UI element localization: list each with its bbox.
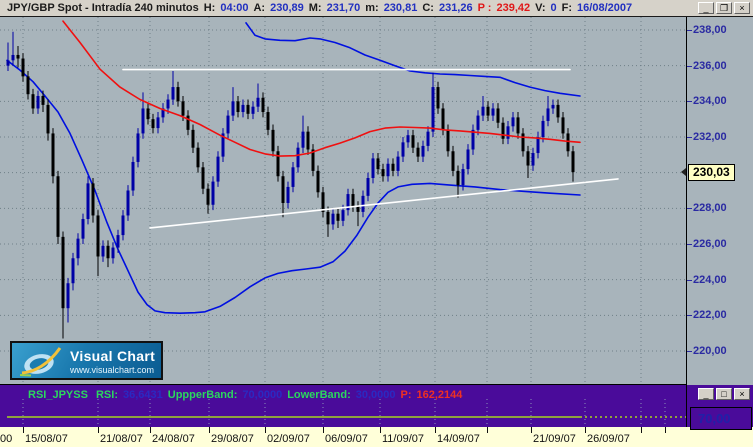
price-axis-label: 238,00 [687,24,727,36]
price-axis-label: 226,00 [687,238,727,250]
axis-tick [687,29,692,31]
date-label-partial: 00 [0,433,13,445]
indicator-field-value: 162,2144 [416,389,463,401]
titlebar-segment: 239,42 [496,2,531,14]
price-axis-label: 222,00 [687,309,727,321]
axis-tick [687,207,692,209]
titlebar-segment: F: [561,2,573,14]
titlebar-segment: 231,26 [438,2,473,14]
date-label: 21/08/07 [100,433,143,445]
close-button[interactable]: × [734,388,750,400]
date-tick [435,427,436,433]
date-tick [209,427,210,433]
indicator-field-label: UppperBand: [167,389,238,401]
date-label: 14/09/07 [437,433,480,445]
titlebar-segment: P : [477,2,492,14]
titlebar-segment: V: [535,2,546,14]
date-tick [150,427,151,433]
titlebar-segment: 230,89 [270,2,304,14]
date-label: 29/08/07 [211,433,254,445]
price-axis-label: 224,00 [687,274,727,286]
titlebar-text: JPY/GBP Spot - Intradía 240 minutos H: 04:… [7,0,637,16]
price-axis-label: 236,00 [687,60,727,72]
time-axis[interactable]: 00 15/08/07 21/08/07 24/08/07 29/08/07 02/09/… [0,427,753,447]
date-label: 24/08/07 [152,433,195,445]
restore-button[interactable]: ❐ [716,2,732,14]
rsi-readout: RSI_JPYSS RSI: 36,6431 UppperBand: 70,0000 L… [28,389,472,401]
indicator-field-value: 70,0000 [242,389,283,401]
rsi-scale-label: 70,00 [690,407,752,430]
indicator-field-value: 36,6431 [122,389,163,401]
date-tick [487,427,488,433]
date-tick [98,427,99,433]
date-tick [380,427,381,433]
window-controls: _ ❐ × [698,2,750,14]
titlebar-segment: 230,81 [383,2,418,14]
indicator-field-label: P: [400,389,412,401]
visual-chart-logo: Visual Chart www.visualchart.com [10,341,163,380]
date-tick [531,427,532,433]
last-price-arrow-icon [681,168,686,176]
axis-tick [687,243,692,245]
logo-title: Visual Chart [70,348,156,364]
minimize-button[interactable]: _ [698,388,714,400]
titlebar[interactable]: JPY/GBP Spot - Intradía 240 minutos H: 04:… [0,0,753,17]
last-price-tag: 230,03 [688,164,735,181]
axis-tick [687,350,692,352]
date-label: 06/09/07 [325,433,368,445]
axis-tick [687,279,692,281]
titlebar-segment: 0 [550,2,557,14]
indicator-fields: RSI: 36,6431 UppperBand: 70,0000 LowerBand: 3… [96,389,467,401]
axis-tick [687,65,692,67]
date-label: 11/09/07 [382,433,425,445]
visual-chart-swoosh-icon [19,347,62,377]
date-tick [265,427,266,433]
date-label: 02/09/07 [267,433,310,445]
indicator-field-value: 30,0000 [355,389,396,401]
titlebar-segment: M: [308,2,322,14]
rsi-indicator-panel[interactable]: RSI_JPYSS RSI: 36,6431 UppperBand: 70,0000 L… [0,385,753,427]
titlebar-segment: m: [365,2,379,14]
minimize-button[interactable]: _ [698,2,714,14]
date-label: 15/08/07 [25,433,68,445]
price-axis-label: 220,00 [687,345,727,357]
titlebar-segment: C: [422,2,434,14]
axis-tick [687,100,692,102]
date-label: 26/09/07 [587,433,630,445]
date-tick [585,427,586,433]
indicator-name: RSI_JPYSS [28,389,88,401]
indicator-field-label: LowerBand: [287,389,351,401]
logo-url: www.visualchart.com [70,365,155,375]
axis-tick [687,314,692,316]
indicator-window-controls: _ □ × [698,388,750,400]
date-label: 21/09/07 [533,433,576,445]
titlebar-segment: A: [253,2,266,14]
titlebar-segment: 16/08/2007 [577,2,633,14]
close-button[interactable]: × [734,2,750,14]
price-axis-label: 232,00 [687,131,727,143]
price-axis-label: 228,00 [687,202,727,214]
date-tick [23,427,24,433]
rsi-plot [7,399,686,427]
candlestick-chart [0,17,686,384]
titlebar-segment: JPY/GBP Spot - Intradía 240 minutos [7,2,199,14]
date-tick [323,427,324,433]
titlebar-segment: H: [203,2,216,14]
axis-tick [687,136,692,138]
scale-divider [686,17,687,427]
indicator-field-label: RSI: [95,389,118,401]
price-axis-label: 234,00 [687,95,727,107]
date-tick [665,427,666,433]
date-tick [641,427,642,433]
price-scale[interactable]: 238,00 236,00 234,00 232,00 228,00 226,00 224,… [687,17,753,385]
price-chart-plot[interactable] [0,17,687,385]
maximize-button[interactable]: □ [716,388,732,400]
titlebar-segment: 231,70 [326,2,361,14]
titlebar-segment: 04:00 [220,2,249,14]
